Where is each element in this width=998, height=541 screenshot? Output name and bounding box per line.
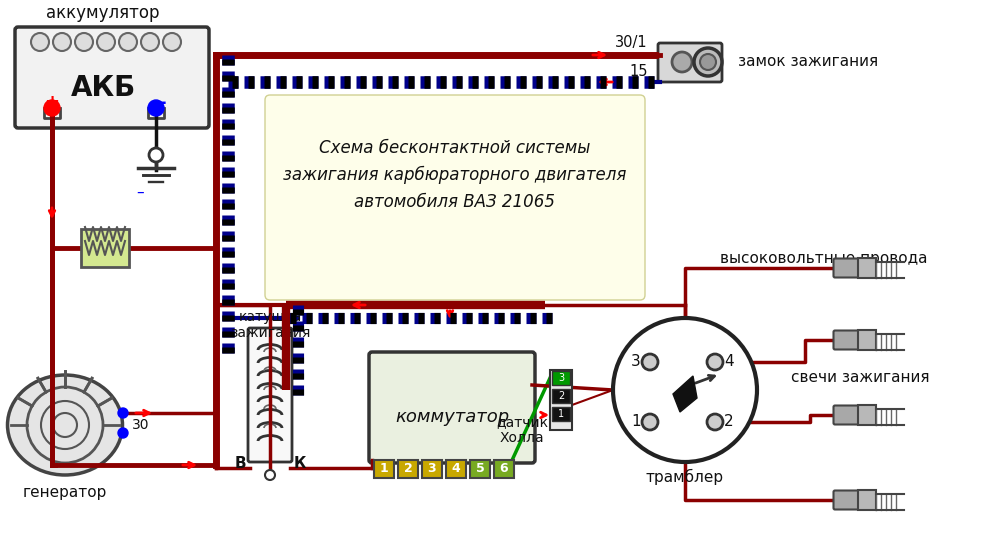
FancyBboxPatch shape: [658, 43, 722, 82]
Circle shape: [149, 148, 163, 162]
Bar: [552, 389, 570, 403]
Text: 1: 1: [379, 463, 388, 476]
Text: 1: 1: [631, 414, 641, 430]
Text: аккумулятор: аккумулятор: [46, 4, 160, 22]
Text: высоковольтные провода: высоковольтные провода: [720, 250, 927, 266]
Text: 5: 5: [476, 463, 484, 476]
Bar: [398, 460, 418, 478]
Circle shape: [672, 52, 692, 72]
Text: –: –: [136, 184, 144, 200]
Bar: [81, 229, 129, 267]
Circle shape: [97, 33, 115, 51]
Circle shape: [163, 33, 181, 51]
Circle shape: [613, 318, 757, 462]
Circle shape: [642, 354, 658, 370]
FancyBboxPatch shape: [248, 328, 292, 462]
Circle shape: [707, 414, 723, 430]
Text: 6: 6: [500, 463, 508, 476]
Text: 3: 3: [558, 373, 564, 383]
Text: 2: 2: [725, 414, 734, 430]
Text: свечи зажигания: свечи зажигания: [790, 371, 929, 386]
Text: 3: 3: [428, 463, 436, 476]
Bar: [858, 330, 876, 350]
Text: +: +: [45, 93, 60, 111]
Circle shape: [141, 33, 159, 51]
Text: коммутатор: коммутатор: [395, 408, 509, 426]
Polygon shape: [673, 376, 697, 412]
Text: 30: 30: [132, 418, 150, 432]
Text: 1: 1: [558, 409, 564, 419]
FancyBboxPatch shape: [833, 259, 858, 278]
Text: АКБ: АКБ: [71, 74, 136, 102]
Bar: [858, 405, 876, 425]
Text: 2: 2: [558, 391, 564, 401]
Text: Схема бесконтактной системы
зажигания карбюраторного двигателя
автомобиля ВАЗ 21: Схема бесконтактной системы зажигания ка…: [283, 140, 627, 210]
Text: генератор: генератор: [23, 485, 107, 499]
Text: трамблер: трамблер: [646, 469, 725, 485]
Circle shape: [75, 33, 93, 51]
FancyBboxPatch shape: [369, 352, 535, 463]
Text: –: –: [158, 93, 167, 111]
Text: 15: 15: [630, 64, 648, 80]
FancyBboxPatch shape: [833, 491, 858, 510]
Bar: [858, 258, 876, 278]
Circle shape: [31, 33, 49, 51]
Text: 4: 4: [452, 463, 460, 476]
Circle shape: [700, 54, 716, 70]
Circle shape: [694, 48, 722, 76]
Text: 2: 2: [403, 463, 412, 476]
Circle shape: [118, 408, 128, 418]
Bar: [494, 460, 514, 478]
Text: датчик
Холла: датчик Холла: [496, 415, 548, 445]
Circle shape: [642, 414, 658, 430]
Circle shape: [265, 470, 275, 480]
Circle shape: [148, 100, 164, 116]
Text: 30/1: 30/1: [616, 35, 648, 49]
Bar: [552, 371, 570, 385]
Text: катушка
зажигания: катушка зажигания: [230, 310, 310, 340]
Bar: [858, 490, 876, 510]
Text: 3: 3: [631, 354, 641, 370]
Bar: [422, 460, 442, 478]
FancyBboxPatch shape: [833, 331, 858, 349]
Circle shape: [119, 33, 137, 51]
Text: В: В: [235, 456, 246, 471]
FancyBboxPatch shape: [265, 95, 645, 300]
FancyBboxPatch shape: [15, 27, 209, 128]
Text: К: К: [293, 456, 306, 471]
FancyBboxPatch shape: [833, 406, 858, 425]
Bar: [550, 370, 572, 430]
Circle shape: [707, 354, 723, 370]
Text: замок зажигания: замок зажигания: [738, 55, 878, 69]
Circle shape: [53, 33, 71, 51]
Circle shape: [44, 100, 60, 116]
Ellipse shape: [8, 375, 123, 475]
Bar: [470, 460, 490, 478]
Bar: [552, 407, 570, 421]
Bar: [446, 460, 466, 478]
Text: 4: 4: [725, 354, 734, 370]
Bar: [374, 460, 394, 478]
Circle shape: [118, 428, 128, 438]
